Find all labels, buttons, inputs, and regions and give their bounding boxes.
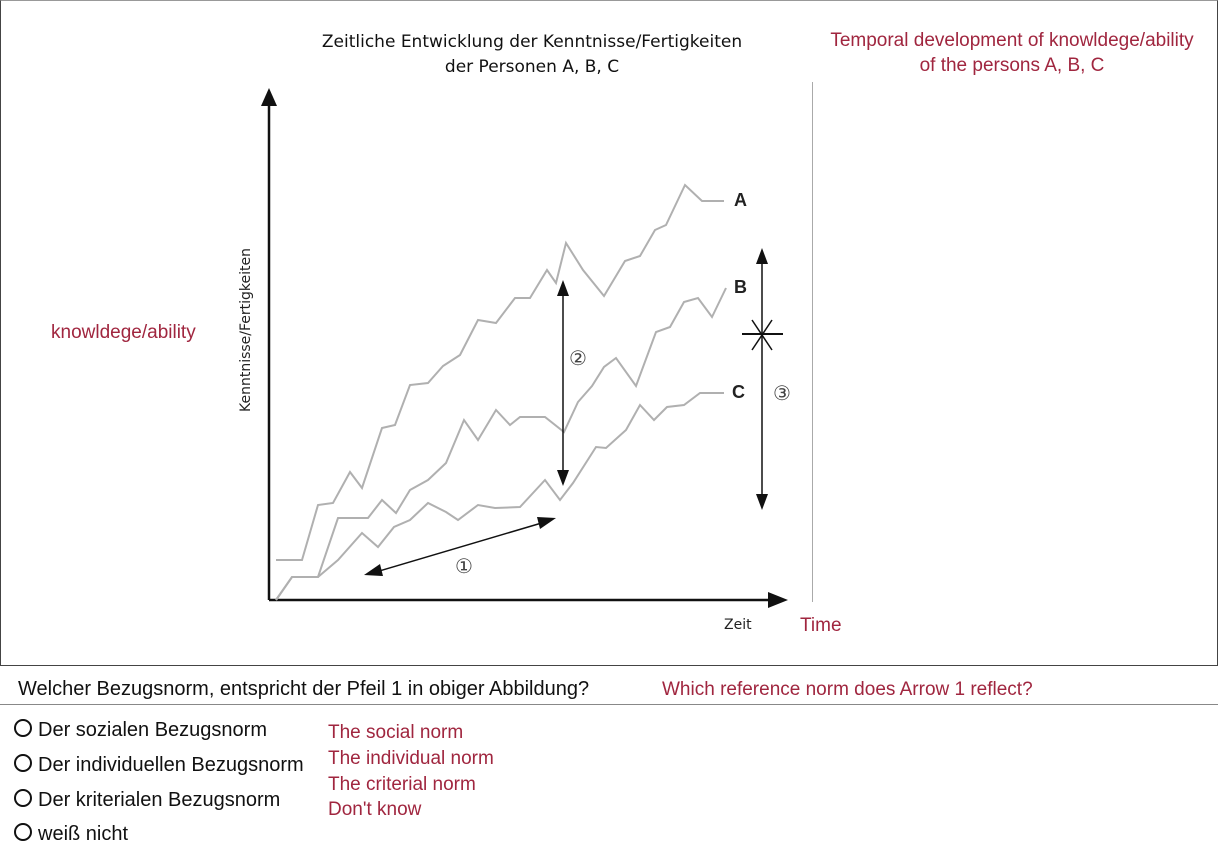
curve-label-a: A [734, 190, 747, 210]
diagram-title-de: Zeitliche Entwicklung der Kenntnisse/Fer… [282, 30, 782, 80]
option-label-en-dont-know: Don't know [328, 799, 422, 820]
option-social-norm[interactable]: Der sozialen Bezugsnorm [14, 719, 267, 742]
option-dont-know[interactable]: weiß nicht [14, 823, 128, 846]
title-de-line-2: der Personen A, B, C [444, 57, 620, 77]
radio-circle-icon[interactable] [14, 719, 32, 737]
arrow-1-head-right [537, 517, 556, 529]
option-label-en-criterial: The criterial norm [328, 774, 476, 795]
radio-circle-icon[interactable] [14, 789, 32, 807]
arrow-3-head-bottom [756, 494, 768, 510]
x-axis-arrowhead [768, 592, 788, 608]
divider-bottom [0, 704, 1218, 705]
arrow-3-star-mark [742, 319, 783, 351]
arrow-3-label: ③ [773, 381, 791, 405]
diagram-separator [812, 82, 813, 602]
radio-circle-icon[interactable] [14, 754, 32, 772]
x-axis-label-de: Zeit [724, 617, 752, 633]
option-criterial-norm[interactable]: Der kriterialen Bezugsnorm [14, 789, 280, 812]
diagram-title-en: Temporal development of knowldege/abilit… [812, 28, 1212, 78]
question-text-de: Welcher Bezugsnorm, entspricht der Pfeil… [18, 678, 590, 700]
title-en-line-1: Temporal development of knowldege/abilit… [830, 30, 1194, 51]
option-label-de: Der individuellen Bezugsnorm [38, 754, 304, 776]
curve-label-b: B [734, 277, 747, 297]
arrow-1-label: ① [455, 554, 473, 578]
curve-a [276, 183, 724, 561]
option-label-de: Der kriterialen Bezugsnorm [38, 789, 281, 811]
curve-b [275, 287, 727, 601]
option-individual-norm[interactable]: Der individuellen Bezugsnorm [14, 754, 304, 777]
arrow-2-head-top [557, 280, 569, 296]
arrow-2-label: ② [569, 346, 587, 370]
question-text-en: Which reference norm does Arrow 1 reflec… [662, 679, 1033, 700]
radio-circle-icon[interactable] [14, 823, 32, 841]
option-label-de: weiß nicht [38, 823, 129, 845]
curve-label-c: C [732, 382, 745, 402]
x-axis-label-en: Time [800, 615, 842, 636]
option-label-en-social: The social norm [328, 722, 464, 743]
option-label-de: Der sozialen Bezugsnorm [38, 719, 267, 741]
divider-top [0, 665, 1218, 666]
arrow-3-head-top [756, 248, 768, 264]
curve-c [275, 392, 724, 601]
y-axis-label-en: knowldege/ability [51, 322, 196, 343]
title-en-line-2: of the persons A, B, C [919, 55, 1105, 76]
option-label-en-individual: The individual norm [328, 748, 494, 769]
arrow-1-shaft [375, 521, 546, 573]
arrow-1-head-left [364, 564, 383, 576]
title-de-line-1: Zeitliche Entwicklung der Kenntnisse/Fer… [321, 32, 743, 52]
y-axis-arrowhead [261, 88, 277, 106]
arrow-2-head-bottom [557, 470, 569, 486]
